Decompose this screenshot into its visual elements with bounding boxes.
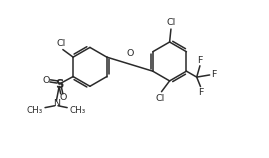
Text: F: F — [211, 70, 217, 79]
Text: O: O — [126, 49, 133, 58]
Text: Cl: Cl — [166, 18, 176, 27]
Text: Cl: Cl — [56, 39, 65, 48]
Text: CH₃: CH₃ — [70, 106, 86, 115]
Text: F: F — [198, 88, 203, 97]
Text: F: F — [197, 56, 203, 65]
Text: Cl: Cl — [156, 94, 165, 103]
Text: O: O — [59, 93, 66, 102]
Text: N: N — [53, 99, 60, 108]
Text: CH₃: CH₃ — [26, 106, 42, 115]
Text: S: S — [55, 78, 63, 91]
Text: O: O — [43, 76, 50, 85]
